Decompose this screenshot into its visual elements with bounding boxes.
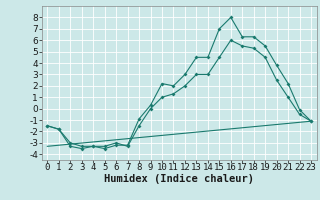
X-axis label: Humidex (Indice chaleur): Humidex (Indice chaleur) bbox=[104, 174, 254, 184]
